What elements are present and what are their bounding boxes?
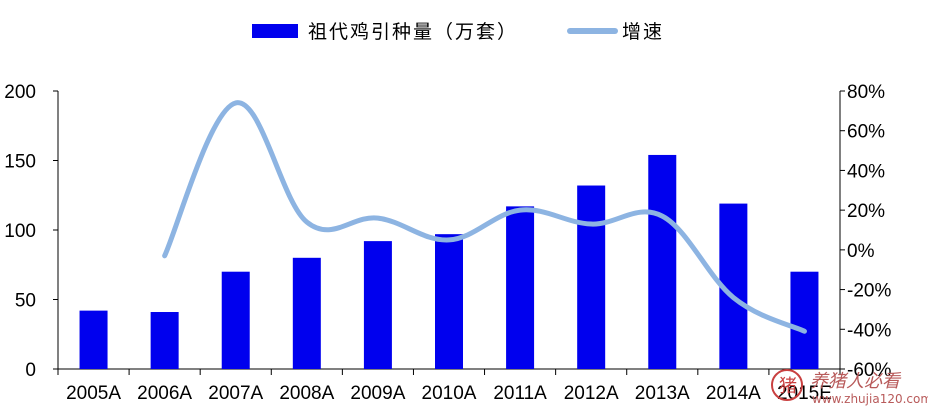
y-left-tick-label: 50: [15, 291, 36, 312]
x-tick-label: 2011A: [493, 383, 547, 404]
x-tick-label: 2007A: [208, 383, 263, 404]
y-right-tick-label: 0%: [847, 241, 875, 262]
y-right-tick-label: -20%: [847, 281, 891, 302]
y-right-tick-label: 40%: [847, 161, 885, 182]
bar: [79, 310, 108, 369]
y-right-tick-label: -60%: [847, 360, 891, 381]
x-tick-label: 2012A: [564, 383, 619, 404]
x-tick-label: 2014A: [706, 383, 761, 404]
y-right-tick-label: 60%: [847, 122, 885, 143]
y-left-tick-label: 200: [4, 82, 36, 103]
bar: [577, 185, 606, 369]
tick-labels: 2005A 2006A 2007A 2008A 2009A 2010A 2011A 2012A…: [4, 82, 891, 404]
y-right-tick-label: 20%: [847, 201, 885, 222]
x-tick-label: 2006A: [137, 383, 192, 404]
x-tick-label: 2013A: [635, 383, 690, 404]
watermark-logo-glyph: 猪: [779, 376, 797, 397]
bar-series: [79, 154, 819, 369]
watermark-text: 养猪人必看: [810, 371, 902, 392]
growth-line: [162, 100, 807, 334]
bar: [363, 241, 392, 369]
legend: 祖代鸡引种量（万套） 增速: [252, 21, 664, 43]
y-left-tick-label: 150: [4, 152, 36, 173]
bar: [150, 312, 179, 369]
bar: [435, 234, 463, 369]
bar: [648, 154, 677, 369]
y-right-tick-label: -40%: [847, 320, 891, 341]
bar: [790, 271, 819, 369]
legend-label-line: 增速: [622, 21, 664, 43]
y-right-tick-label: 80%: [847, 82, 885, 103]
x-tick-label: 2005A: [66, 383, 121, 404]
watermark-logo-icon: [771, 369, 803, 401]
watermark: 猪 养猪人必看 www.zhujia120.com: [771, 369, 928, 406]
legend-swatch-bar: [252, 24, 298, 38]
x-tick-label: 2008A: [279, 383, 334, 404]
x-tick-label: 2010A: [422, 383, 477, 404]
y-left-tick-label: 100: [4, 221, 36, 242]
line-series: [162, 100, 807, 334]
y-left-tick-label: 0: [25, 360, 36, 381]
bar: [506, 206, 535, 369]
bar: [221, 271, 250, 369]
legend-label-bar: 祖代鸡引种量（万套）: [308, 21, 518, 43]
watermark-url: www.zhujia120.com: [812, 392, 928, 406]
bar: [292, 257, 321, 369]
x-tick-label: 2009A: [350, 383, 405, 404]
